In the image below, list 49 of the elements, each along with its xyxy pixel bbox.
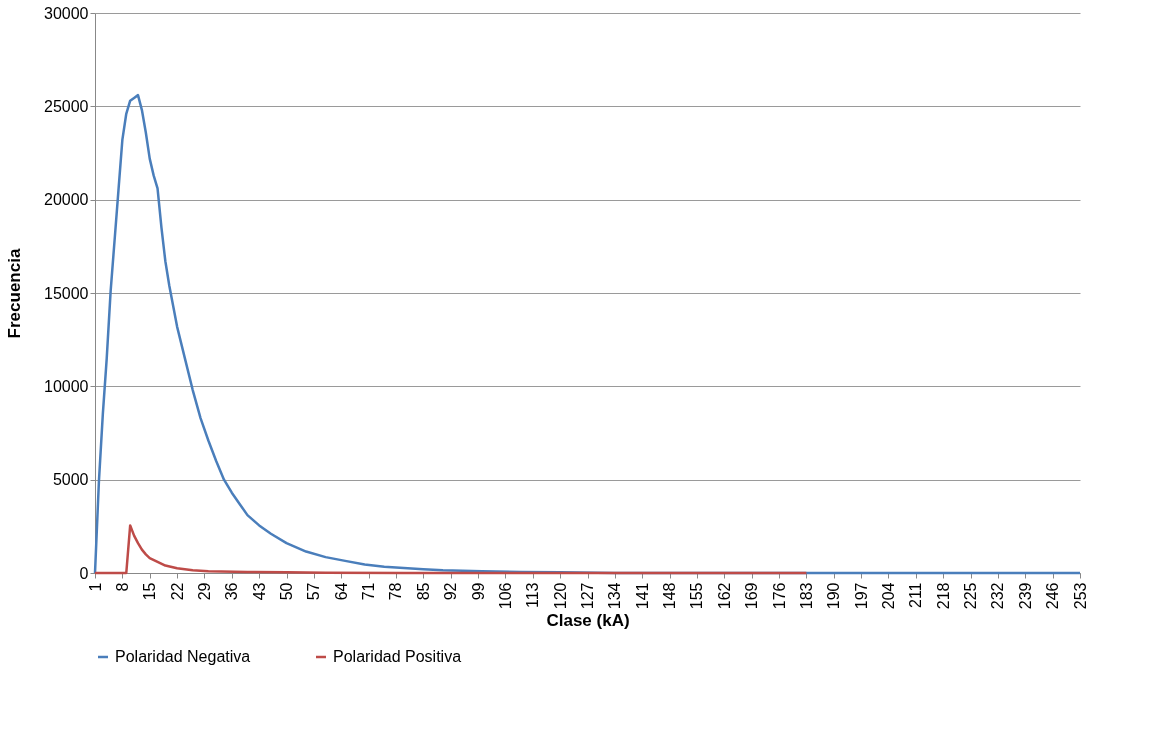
x-tick-label: 197 [852,582,870,610]
y-tick-label: 15000 [44,284,89,302]
y-tick-label: 25000 [44,97,89,115]
x-tick-label: 64 [332,582,350,601]
x-tick-label: 8 [113,582,131,592]
x-tick-label: 85 [414,582,432,601]
x-tick-label: 211 [907,582,925,609]
x-tick-label: 50 [278,582,296,601]
legend-label: Polaridad Negativa [115,648,251,665]
x-tick-label: 141 [633,582,651,610]
x-tick-label: 120 [551,582,569,610]
x-tick-label: 225 [962,582,980,610]
x-tick-label: 22 [168,582,186,601]
x-tick-label: 29 [195,582,213,601]
x-tick-label: 204 [879,582,897,610]
x-tick-label: 36 [223,582,241,601]
y-axis-title: Frecuencia [5,248,25,339]
x-tick-label: 169 [743,582,761,610]
x-tick-label: 99 [469,582,487,601]
x-tick-label: 155 [688,582,706,610]
x-tick-label: 218 [934,582,952,610]
x-tick-label: 113 [524,582,542,609]
x-tick-label: 134 [606,582,624,610]
x-tick-label: 162 [715,582,733,610]
x-tick-label: 190 [825,582,843,610]
y-tick-label: 5000 [52,471,89,489]
y-tick-label: 30000 [44,4,89,22]
x-tick-label: 57 [305,582,323,601]
x-tick-label: 246 [1044,582,1062,610]
y-tick-label: 20000 [44,191,89,209]
x-tick-label: 43 [250,582,268,601]
y-tick-label: 0 [79,564,89,582]
line-series [93,524,808,575]
x-tick-label: 127 [579,582,596,610]
y-tick-label: 10000 [44,377,89,395]
x-tick-label: 239 [1016,582,1034,610]
x-tick-label: 106 [496,582,514,610]
x-tick-label: 183 [797,582,815,610]
x-tick-label: 148 [661,582,679,610]
x-axis-title: Clase (kA) [546,611,630,631]
x-tick-label: 71 [360,582,378,601]
x-tick-label: 176 [770,582,788,610]
x-tick-label: 78 [387,582,405,601]
x-tick-label: 92 [442,582,460,601]
x-tick-label: 232 [989,582,1007,610]
x-tick-label: 253 [1071,582,1089,610]
x-tick-label: 1 [86,582,104,592]
legend-label: Polaridad Positiva [333,648,462,665]
x-tick-label: 15 [141,582,159,601]
